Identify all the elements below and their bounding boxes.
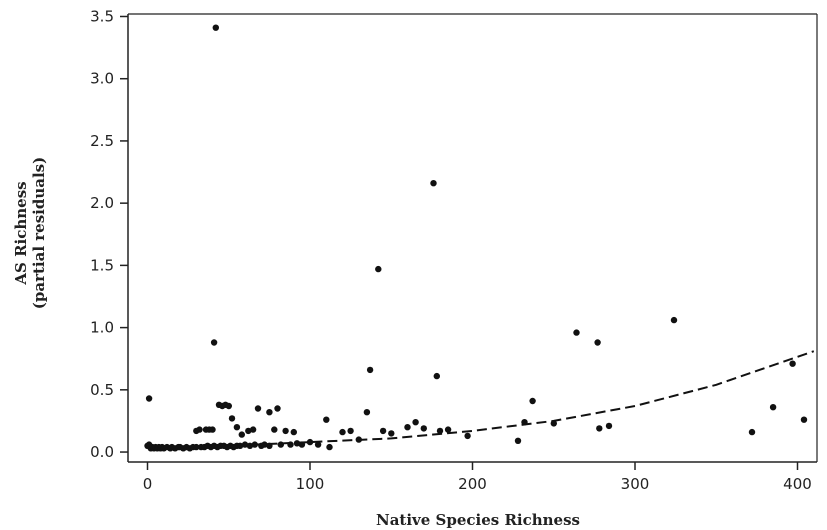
data-point: [596, 425, 603, 432]
data-point: [363, 409, 371, 416]
data-point: [355, 436, 362, 443]
data-point: [323, 416, 330, 423]
y-axis-title: AS Richness (partial residuals): [12, 157, 48, 309]
data-point: [550, 420, 557, 427]
data-point: [314, 441, 322, 448]
data-point: [225, 402, 232, 410]
x-tick-label: 200: [458, 475, 487, 493]
y-tick-label: 1.5: [90, 256, 114, 274]
data-point: [366, 366, 374, 374]
data-point: [245, 427, 252, 435]
data-point: [388, 430, 395, 437]
data-point: [228, 415, 236, 422]
x-tick-label: 0: [143, 475, 153, 493]
data-point: [573, 329, 580, 336]
data-point: [210, 339, 218, 346]
y-tick-label: 1.0: [90, 319, 114, 337]
data-point: [430, 180, 437, 187]
y-tick-label: 0.0: [90, 443, 114, 461]
data-point: [326, 443, 333, 451]
x-axis-title: Native Species Richness: [376, 511, 580, 529]
data-point: [241, 441, 249, 448]
data-point: [464, 432, 471, 440]
data-point: [306, 438, 314, 446]
data-point: [436, 427, 444, 435]
data-point: [514, 437, 522, 444]
data-point: [290, 428, 297, 436]
data-point: [271, 426, 278, 433]
data-point: [251, 441, 258, 448]
data-point: [233, 424, 241, 431]
data-point: [212, 24, 219, 31]
data-point: [339, 428, 346, 436]
y-axis-title-line1: AS Richness: [12, 181, 30, 285]
y-tick-label: 3.0: [90, 70, 114, 88]
data-point: [529, 397, 536, 405]
data-point: [254, 405, 262, 412]
y-tick-label: 2.0: [90, 194, 114, 212]
data-point: [287, 441, 294, 448]
data-point: [594, 339, 601, 346]
data-point: [379, 427, 387, 435]
data-point: [748, 428, 756, 436]
data-point: [266, 442, 273, 449]
y-tick-label: 2.5: [90, 132, 114, 150]
x-tick-label: 100: [296, 475, 325, 493]
data-point: [236, 442, 244, 449]
data-point: [238, 431, 245, 438]
y-tick-label: 0.5: [90, 381, 114, 399]
x-axis: 0 100 200 300 400: [143, 462, 812, 493]
data-point: [193, 443, 200, 451]
plot-frame: [127, 13, 818, 463]
data-point: [347, 427, 354, 435]
data-point: [277, 441, 284, 448]
data-point: [433, 372, 440, 380]
data-point: [670, 316, 678, 324]
data-point: [789, 360, 796, 367]
data-point: [412, 419, 419, 426]
y-axis-title-line2: (partial residuals): [30, 157, 48, 309]
data-point: [298, 441, 306, 448]
data-point: [246, 442, 254, 449]
y-axis: 0.0 0.5 1.0 1.5 2.0 2.5 3.0 3.5: [90, 7, 128, 461]
data-point: [274, 405, 281, 412]
data-point: [145, 395, 153, 402]
x-tick-label: 400: [783, 475, 812, 493]
data-point: [293, 440, 301, 447]
data-point: [444, 426, 452, 433]
data-point: [420, 425, 427, 432]
data-points-layer: [144, 24, 808, 452]
data-point: [261, 441, 268, 448]
data-point: [404, 424, 411, 431]
x-tick-label: 300: [621, 475, 650, 493]
data-point: [193, 427, 200, 435]
data-point: [266, 409, 273, 416]
data-point: [282, 427, 289, 435]
data-point: [800, 416, 808, 423]
y-tick-label: 3.5: [90, 7, 114, 25]
data-point: [605, 422, 613, 430]
data-point: [209, 426, 216, 433]
data-point: [249, 426, 257, 433]
data-point: [769, 404, 777, 411]
data-point: [521, 419, 528, 426]
data-point: [375, 265, 382, 273]
